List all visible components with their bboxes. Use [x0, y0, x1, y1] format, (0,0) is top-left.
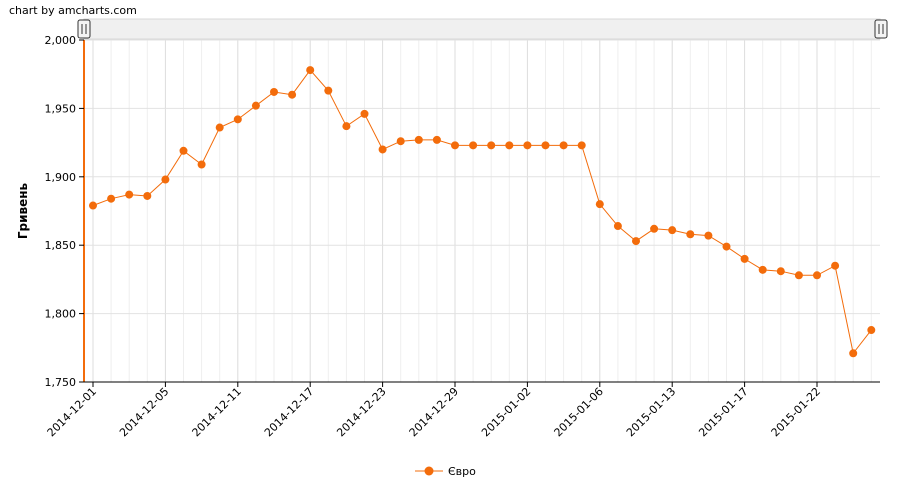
data-point[interactable] — [360, 109, 369, 118]
data-point[interactable] — [306, 66, 315, 75]
y-tick-label: 1,800 — [45, 308, 77, 321]
x-tick-label: 2015-01-02 — [479, 385, 533, 439]
data-point[interactable] — [740, 254, 749, 263]
data-point[interactable] — [396, 137, 405, 146]
grid — [84, 39, 880, 383]
legend[interactable]: Євро — [415, 465, 476, 478]
chart-credit[interactable]: chart by amcharts.com — [6, 4, 140, 17]
data-point[interactable] — [89, 201, 97, 210]
y-tick-label: 1,900 — [45, 171, 77, 184]
x-tick-label: 2014-12-05 — [117, 385, 171, 439]
x-tick-label: 2014-12-11 — [190, 385, 244, 439]
data-point[interactable] — [342, 122, 351, 131]
data-point[interactable] — [523, 141, 532, 150]
data-point[interactable] — [270, 87, 278, 96]
data-point[interactable] — [849, 349, 858, 358]
x-tick-label: 2015-01-06 — [552, 385, 606, 439]
data-point[interactable] — [668, 226, 677, 235]
data-point[interactable] — [794, 271, 803, 280]
y-tick-label: 2,000 — [45, 34, 77, 47]
data-point[interactable] — [414, 135, 423, 144]
series-euro — [89, 66, 876, 358]
x-tick-label: 2015-01-22 — [769, 385, 823, 439]
scrollbar-track[interactable] — [83, 18, 881, 40]
data-point[interactable] — [107, 194, 116, 203]
data-point[interactable] — [324, 86, 333, 95]
data-point[interactable] — [288, 90, 297, 99]
data-point[interactable] — [813, 271, 821, 280]
data-point[interactable] — [179, 146, 188, 155]
data-point[interactable] — [776, 267, 785, 276]
data-point[interactable] — [125, 190, 134, 199]
data-point[interactable] — [704, 231, 713, 240]
data-point[interactable] — [613, 222, 622, 231]
data-point[interactable] — [831, 261, 840, 270]
legend-marker-dot — [424, 466, 434, 476]
data-point[interactable] — [143, 191, 152, 200]
data-point[interactable] — [577, 141, 586, 150]
data-point[interactable] — [505, 141, 514, 150]
data-point[interactable] — [541, 141, 550, 150]
x-tick-label: 2015-01-13 — [624, 385, 678, 439]
y-tick-label: 1,950 — [45, 102, 77, 115]
data-point[interactable] — [378, 145, 387, 154]
data-point[interactable] — [650, 224, 659, 233]
data-point[interactable] — [432, 135, 441, 144]
data-point[interactable] — [867, 326, 876, 335]
x-tick-label: 2014-12-01 — [45, 385, 99, 439]
series-line — [92, 69, 872, 355]
data-point[interactable] — [161, 175, 170, 184]
data-point[interactable] — [722, 242, 731, 251]
data-point[interactable] — [758, 265, 767, 274]
x-tick-label: 2014-12-29 — [407, 385, 461, 439]
y-tick-label: 1,850 — [45, 239, 77, 252]
x-axis-ticks: 2014-12-01 2014-12-05 2014-12-11 2014-12-17… — [45, 382, 823, 439]
y-axis-ticks: 1,750 1,800 1,850 1,900 1,950 2,000 — [45, 34, 84, 389]
data-point[interactable] — [469, 141, 478, 150]
scrollbar-right-handle[interactable] — [874, 19, 888, 39]
y-tick-label: 1,750 — [45, 376, 77, 389]
data-point[interactable] — [251, 101, 260, 110]
data-point[interactable] — [595, 200, 604, 209]
data-point[interactable] — [197, 160, 206, 169]
scrollbar-left-handle[interactable] — [77, 19, 91, 39]
x-tick-label: 2014-12-23 — [334, 385, 388, 439]
data-point[interactable] — [632, 237, 640, 246]
x-tick-label: 2015-01-17 — [696, 385, 750, 439]
data-point[interactable] — [487, 141, 496, 150]
data-point[interactable] — [215, 123, 224, 132]
data-point[interactable] — [451, 141, 459, 150]
data-point[interactable] — [686, 230, 695, 239]
data-point[interactable] — [559, 141, 568, 150]
data-point[interactable] — [233, 115, 242, 124]
legend-label: Євро — [448, 465, 476, 478]
y-axis-title: Гривень — [16, 182, 30, 239]
x-tick-label: 2014-12-17 — [262, 385, 316, 439]
